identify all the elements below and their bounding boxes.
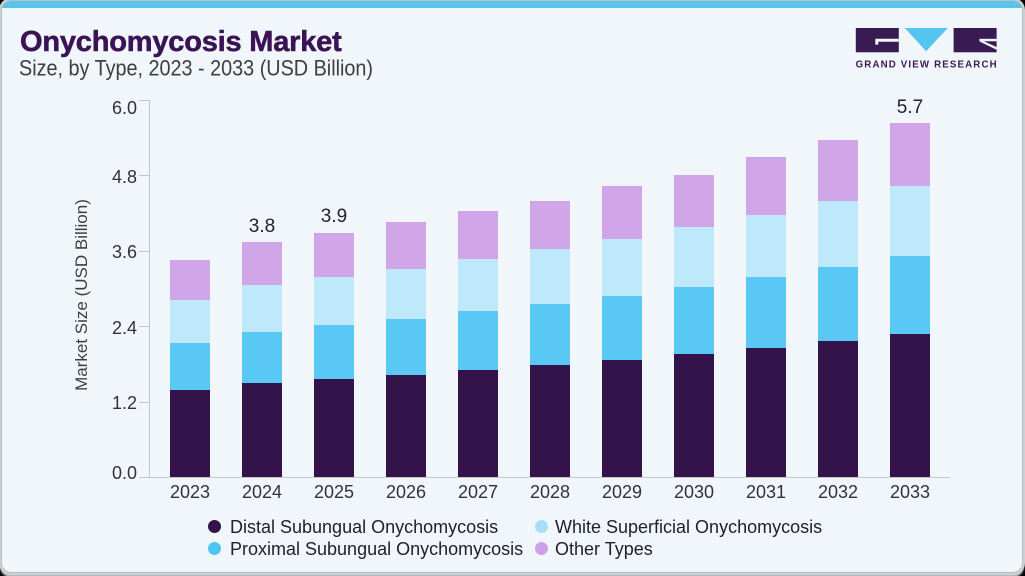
svg-text:GRAND VIEW RESEARCH: GRAND VIEW RESEARCH bbox=[856, 59, 997, 70]
